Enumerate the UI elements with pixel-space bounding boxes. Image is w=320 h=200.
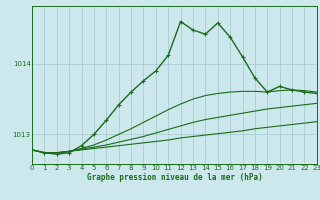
X-axis label: Graphe pression niveau de la mer (hPa): Graphe pression niveau de la mer (hPa) bbox=[86, 173, 262, 182]
